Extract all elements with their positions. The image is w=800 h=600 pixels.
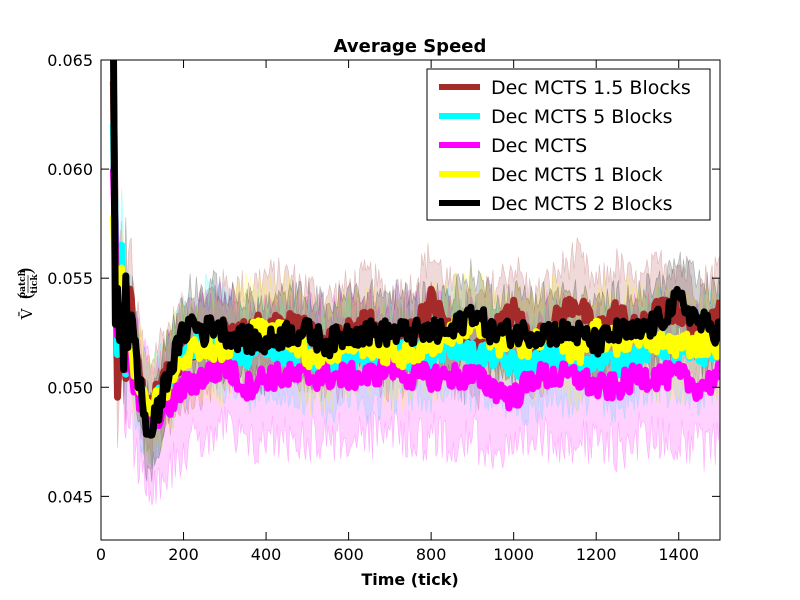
y-axis-unit-numerator: patch bbox=[18, 269, 28, 298]
x-tick-label: 0 bbox=[96, 545, 106, 564]
x-tick-label: 1400 bbox=[658, 545, 699, 564]
legend-label-1: Dec MCTS 5 Blocks bbox=[491, 106, 673, 128]
legend-label-2: Dec MCTS bbox=[491, 135, 587, 157]
y-axis-ticks: 0.045 0.050 0.055 0.060 0.065 bbox=[47, 51, 720, 506]
y-tick-label: 0.060 bbox=[47, 160, 93, 179]
series-line-3 bbox=[109, 215, 720, 417]
legend-label-0: Dec MCTS 1.5 Blocks bbox=[491, 77, 691, 99]
y-axis-symbol: V̄ bbox=[18, 307, 36, 320]
x-tick-label: 1200 bbox=[576, 545, 617, 564]
y-axis-unit-denominator: tick bbox=[30, 274, 40, 294]
x-tick-label: 400 bbox=[251, 545, 282, 564]
variance-band-2 bbox=[113, 83, 720, 506]
legend-label-4: Dec MCTS 2 Blocks bbox=[491, 193, 673, 215]
legend-label-3: Dec MCTS 1 Block bbox=[491, 164, 663, 186]
x-tick-label: 200 bbox=[168, 545, 199, 564]
variance-band-3 bbox=[113, 153, 720, 466]
series-line-2 bbox=[109, 168, 720, 431]
x-tick-label: 600 bbox=[333, 545, 364, 564]
series-line-4 bbox=[110, 60, 720, 439]
x-axis-ticks: 0 200 400 600 800 1000 1200 1400 bbox=[96, 60, 699, 564]
legend: Dec MCTS 1.5 Blocks Dec MCTS 5 Blocks Dec … bbox=[426, 68, 711, 221]
chart-title: Average Speed bbox=[334, 36, 487, 57]
y-tick-label: 0.050 bbox=[47, 378, 93, 397]
x-axis-label: Time (tick) bbox=[361, 570, 458, 589]
y-axis-label: V̄ ( patch tick ) bbox=[13, 267, 40, 320]
y-tick-label: 0.055 bbox=[47, 269, 93, 288]
y-axis-paren-open: ( bbox=[13, 292, 37, 300]
x-tick-label: 1000 bbox=[493, 545, 534, 564]
y-axis-paren-close: ) bbox=[13, 267, 37, 275]
y-tick-label: 0.045 bbox=[47, 487, 93, 506]
x-tick-label: 800 bbox=[416, 545, 447, 564]
plot-frame bbox=[100, 59, 721, 541]
y-tick-label: 0.065 bbox=[47, 51, 93, 70]
series-lines bbox=[109, 60, 720, 439]
